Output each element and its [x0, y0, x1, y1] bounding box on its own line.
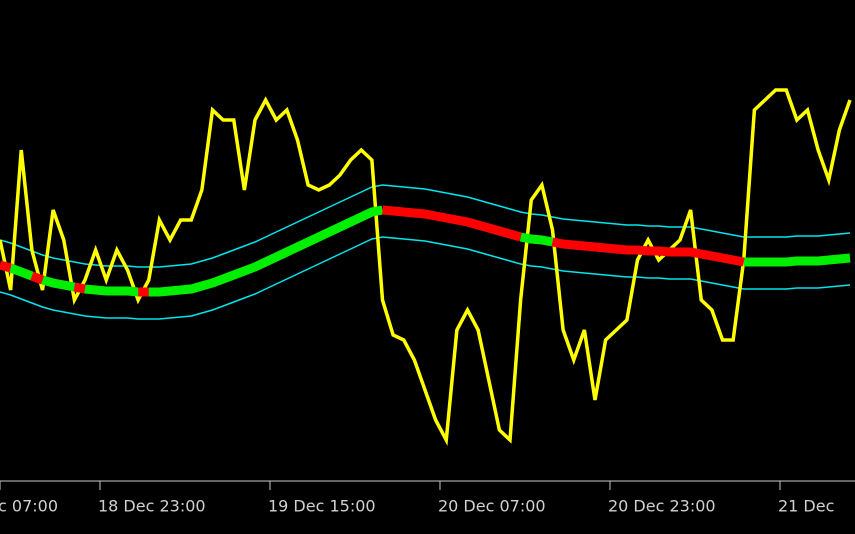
x-tick-label: 20 Dec 07:00 — [438, 497, 546, 516]
line-series — [0, 205, 745, 297]
x-tick-label: 20 Dec 23:00 — [608, 497, 716, 516]
x-tick-label: 19 Dec 15:00 — [268, 497, 376, 516]
x-tick-label: c 07:00 — [0, 497, 58, 516]
line-series — [0, 236, 851, 320]
line-series — [9, 205, 851, 297]
x-tick-label: 18 Dec 23:00 — [98, 497, 206, 516]
x-tick-label: 21 Dec — [778, 497, 834, 516]
line-series — [0, 184, 851, 268]
